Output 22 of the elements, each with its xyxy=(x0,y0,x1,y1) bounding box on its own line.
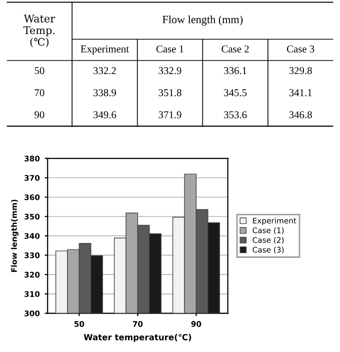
text: 351.8 xyxy=(158,89,182,96)
text: 90 xyxy=(34,111,44,118)
text: 70 xyxy=(34,89,44,96)
text: 349.6 xyxy=(94,111,116,118)
x-axis-title: Water temperature(℃) xyxy=(84,334,192,342)
text: 371.9 xyxy=(158,111,182,118)
text: 338.9 xyxy=(94,89,116,96)
text: Case 2 xyxy=(222,45,249,52)
text: 332.2 xyxy=(94,67,116,74)
text: 336.1 xyxy=(224,67,246,74)
text: Experiment xyxy=(80,45,129,55)
text: Case 1 xyxy=(156,45,184,52)
text: 329.8 xyxy=(289,67,312,74)
text: 346.8 xyxy=(289,111,312,118)
text: 345.5 xyxy=(224,89,247,96)
text: Flow length (mm) xyxy=(162,15,243,26)
text: 50 xyxy=(34,67,44,74)
text: 353.6 xyxy=(224,111,247,118)
text: 332.9 xyxy=(158,67,182,74)
text: 341.1 xyxy=(289,89,312,96)
text: Water Temp. (℃) xyxy=(23,14,56,48)
text: Case 3 xyxy=(286,45,314,52)
